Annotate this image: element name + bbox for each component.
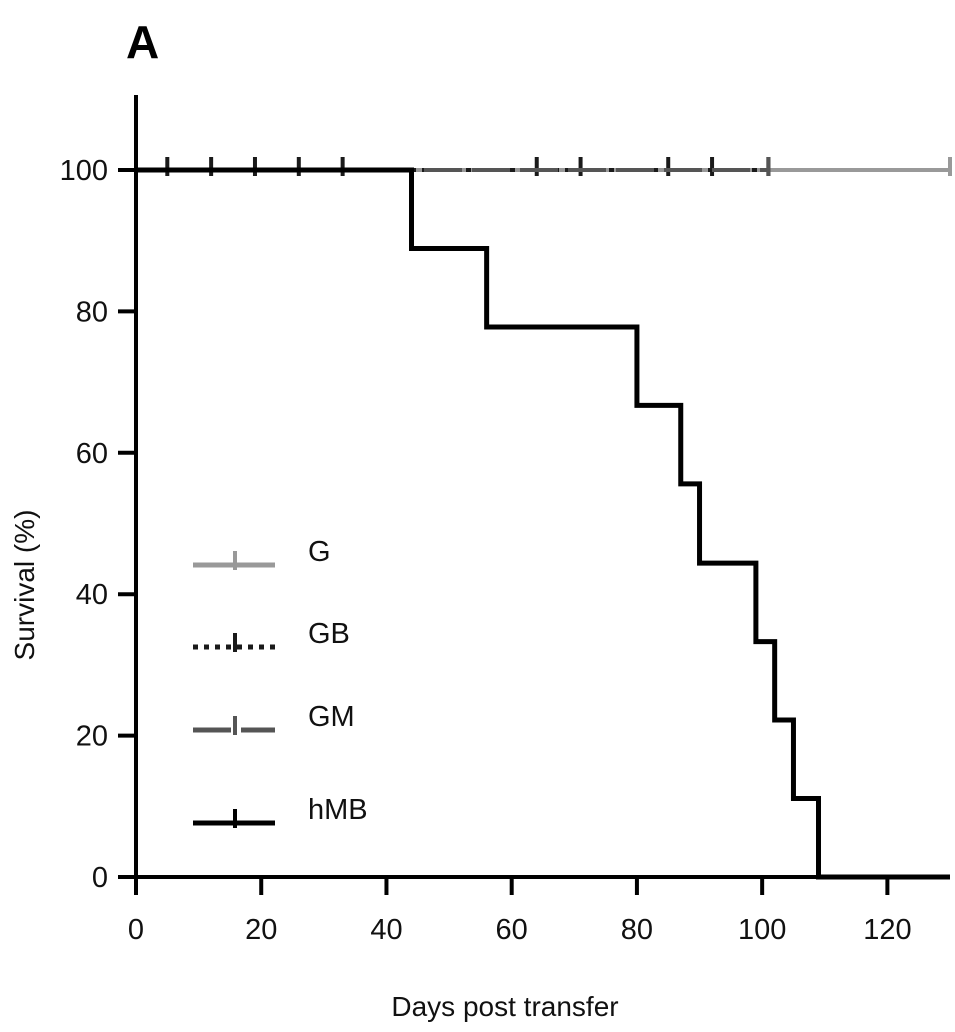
x-axis-ticks: 0 20 40 60 80 100 120 — [128, 877, 912, 946]
x-tick-label: 40 — [370, 914, 402, 946]
series-line-hmb — [136, 167, 950, 880]
legend: G GB GM hMB — [193, 536, 368, 828]
y-tick-label: 100 — [60, 155, 108, 187]
y-tick-label: 0 — [92, 862, 108, 894]
y-tick-label: 60 — [76, 438, 108, 470]
x-tick-label: 100 — [738, 914, 786, 946]
x-tick-label: 60 — [496, 914, 528, 946]
x-axis-title: Days post transfer — [391, 991, 618, 1022]
y-axis-ticks: 0 20 40 60 80 100 — [60, 155, 136, 894]
series-g — [136, 157, 952, 176]
legend-label-hmb: hMB — [308, 794, 368, 826]
legend-label-gm: GM — [308, 701, 355, 733]
series-layer — [136, 157, 952, 880]
series-gb — [136, 157, 771, 176]
y-axis-title: Survival (%) — [9, 510, 40, 661]
x-tick-label: 20 — [245, 914, 277, 946]
series-gm — [136, 157, 771, 176]
legend-label-g: G — [308, 536, 331, 568]
y-tick-label: 40 — [76, 579, 108, 611]
panel-label: A — [126, 16, 159, 68]
y-tick-label: 20 — [76, 721, 108, 753]
legend-label-gb: GB — [308, 618, 350, 650]
axes — [134, 95, 950, 879]
x-tick-label: 80 — [621, 914, 653, 946]
x-tick-label: 0 — [128, 914, 144, 946]
x-tick-label: 120 — [863, 914, 911, 946]
series-hmb — [136, 167, 950, 880]
y-tick-label: 80 — [76, 296, 108, 328]
